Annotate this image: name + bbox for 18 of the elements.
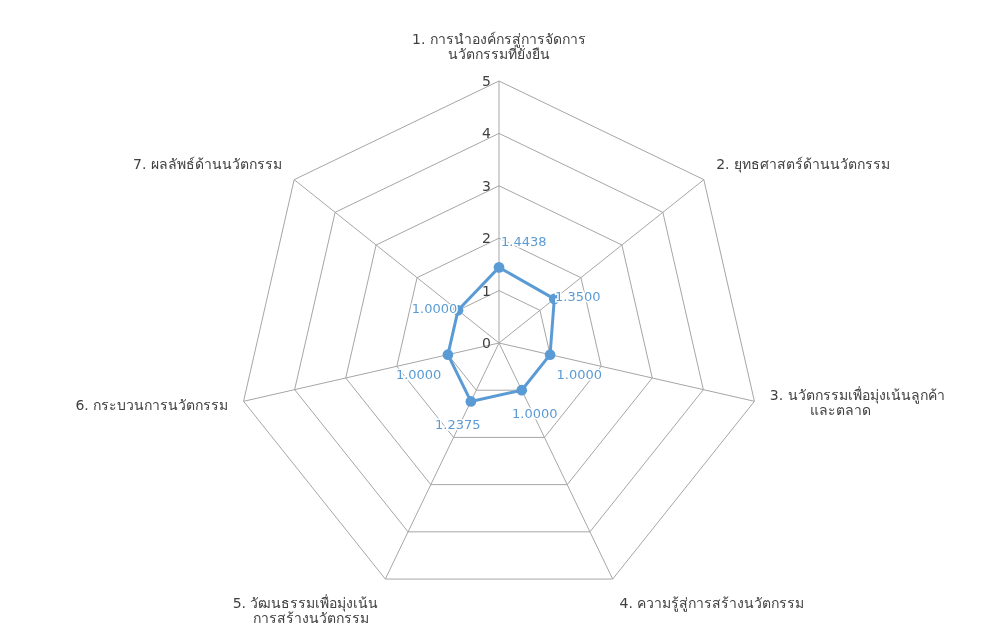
spoke-label: 4. ความรู้สู่การสร้างนวัตกรรม bbox=[619, 595, 805, 613]
spoke-label: 5. วัฒนธรรมเพื่อมุ่งเน้น การสร้างนวัตกรรม bbox=[232, 594, 379, 627]
y-tick-label: 2 bbox=[482, 230, 491, 247]
y-tick-label: 5 bbox=[482, 72, 491, 89]
y-tick-label: 1 bbox=[482, 282, 491, 299]
y-tick-label: 0 bbox=[482, 334, 491, 351]
data-label: 1.0000 bbox=[512, 406, 558, 422]
data-label: 1.2375 bbox=[435, 417, 481, 433]
spoke-label: 3. นวัตกรรมเพื่อมุ่งเน้นลูกค้า และตลาด bbox=[769, 385, 945, 418]
data-label: 1.4438 bbox=[501, 233, 547, 249]
y-tick-label: 4 bbox=[482, 125, 492, 142]
data-label: 1.0000 bbox=[395, 367, 442, 382]
spoke-label: 7. ผลลัพธ์ด้านนวัตกรรม bbox=[133, 155, 282, 172]
spoke-label: 6. กระบวนการนวัตกรรม bbox=[75, 396, 229, 413]
spoke-label: 2. ยุทธศาสตร์ด้านนวัตกรรม bbox=[716, 155, 890, 173]
spoke-label: 1. การนำองค์กรสู่การจัดการ นวัตกรรมที่ยั่งยืน bbox=[412, 31, 586, 63]
data-label: 1.0000 bbox=[556, 367, 603, 382]
y-tick-label: 3 bbox=[482, 177, 491, 194]
